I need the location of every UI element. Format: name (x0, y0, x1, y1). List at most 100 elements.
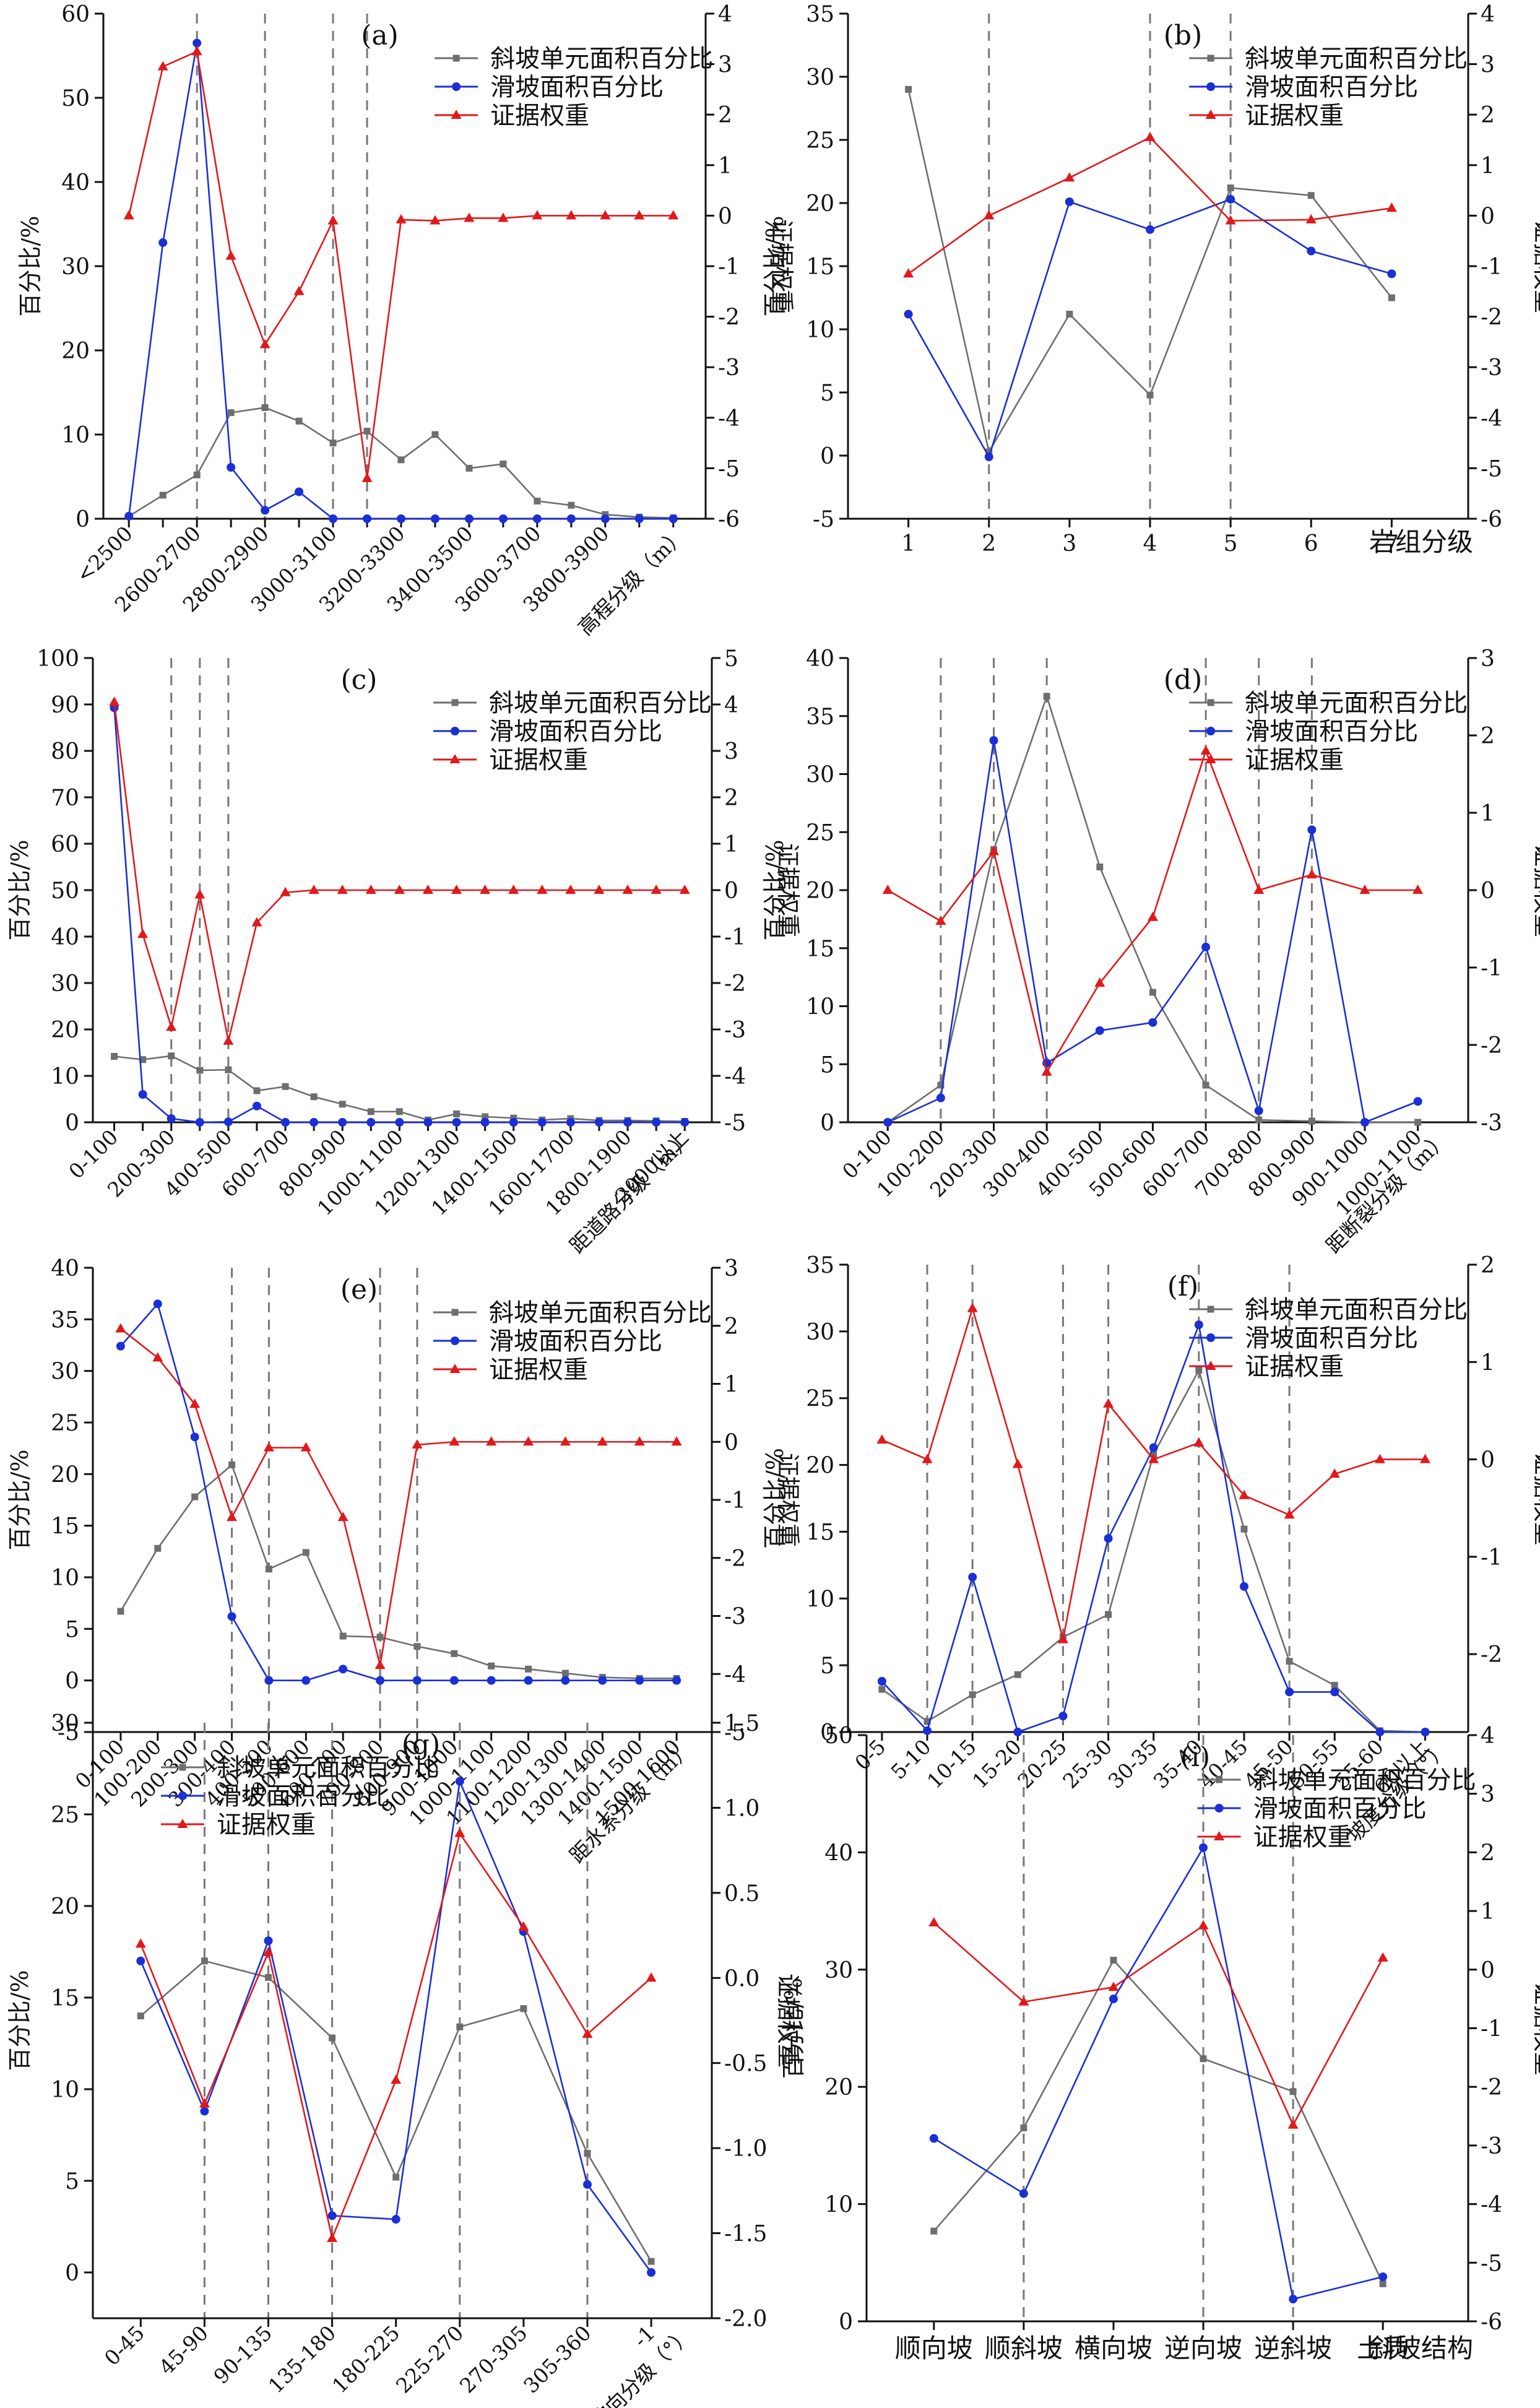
data-point-circle (1413, 1097, 1422, 1106)
data-point-circle (929, 2134, 938, 2143)
series-line-circle (933, 1845, 1383, 2300)
right-y-tick-label: 0 (1481, 1958, 1495, 1983)
data-point-triangle (137, 929, 149, 938)
legend-entry: 证据权重 (490, 102, 589, 130)
data-point-triangle (1148, 1453, 1159, 1463)
x-tick-label: 1 (901, 531, 915, 557)
data-point-circle (623, 1118, 633, 1127)
data-point-triangle (1094, 977, 1105, 987)
data-point-square (137, 2012, 144, 2020)
data-point-circle (1149, 1443, 1158, 1452)
x-tick-label: 10-15 (922, 1735, 981, 1793)
data-point-square (201, 1957, 208, 1965)
left-y-tick-label: 0 (820, 1111, 834, 1136)
right-y-tick-label: -1 (1481, 956, 1502, 981)
data-point-circle (561, 1676, 570, 1685)
left-y-axis-title: 百分比/% (761, 840, 789, 941)
data-point-circle (227, 1612, 236, 1621)
left-y-tick-label: 25 (806, 820, 834, 846)
left-y-axis-title: 百分比/% (780, 1978, 807, 2079)
right-y-tick-label: -1 (1481, 254, 1502, 280)
x-tick-label: 180-225 (327, 2321, 405, 2398)
left-y-tick-label: 30 (806, 1320, 834, 1345)
data-point-square (228, 1461, 236, 1468)
data-point-square (1202, 1081, 1209, 1089)
right-y-tick-label: -3 (1481, 2134, 1502, 2159)
panel-label: (c) (341, 664, 378, 696)
data-point-triangle (566, 210, 577, 220)
data-point-circle (1109, 1994, 1118, 2004)
left-y-tick-label: 15 (806, 1520, 834, 1545)
data-point-circle (264, 1676, 274, 1685)
left-y-tick-label: 40 (61, 170, 90, 196)
left-y-tick-label: 30 (61, 254, 90, 280)
data-point-circle (1065, 197, 1074, 206)
data-point-circle (1307, 246, 1316, 256)
left-y-tick-label: 100 (37, 646, 79, 672)
left-y-tick-label: 5 (820, 1653, 834, 1679)
data-point-square (367, 1108, 374, 1115)
data-point-circle (680, 1118, 690, 1127)
data-point-triangle (922, 1453, 933, 1463)
data-point-square (392, 2173, 400, 2181)
data-point-triangle (480, 885, 491, 894)
data-point-triangle (223, 1035, 234, 1045)
data-point-triangle (454, 1827, 465, 1837)
left-y-tick-label: 20 (806, 1453, 834, 1479)
data-point-circle (281, 1118, 290, 1127)
data-point-triangle (337, 885, 348, 894)
data-point-circle (883, 1118, 893, 1127)
data-point-square (431, 431, 439, 438)
left-y-tick-label: 35 (51, 1307, 79, 1333)
right-y-tick-label: 4 (724, 693, 738, 718)
data-point-circle (167, 1114, 176, 1123)
data-point-triangle (532, 210, 543, 220)
data-point-triangle (671, 1436, 682, 1446)
data-point-triangle (300, 1442, 311, 1452)
data-point-triangle (508, 885, 519, 894)
right-y-axis-title: 证据权重 (768, 219, 795, 313)
data-point-circle (672, 1676, 681, 1685)
legend-marker (179, 1764, 186, 1771)
data-point-triangle (152, 1352, 163, 1362)
data-point-circle (968, 1572, 977, 1582)
right-y-tick-label: 2 (718, 103, 732, 128)
data-point-circle (195, 1118, 204, 1127)
data-point-triangle (259, 339, 270, 349)
left-y-tick-label: 0 (65, 1111, 79, 1136)
data-point-triangle (123, 210, 134, 220)
legend-entry: 证据权重 (489, 746, 588, 774)
legend-marker (177, 1819, 188, 1828)
left-y-tick-label: 30 (806, 763, 834, 788)
right-y-tick-label: -3 (1481, 355, 1502, 381)
legend-entry: 证据权重 (1245, 746, 1344, 774)
legend-marker (1205, 110, 1216, 119)
data-point-triangle (1108, 1981, 1119, 1991)
data-point-triangle (374, 1660, 386, 1670)
x-tick-label: 25-30 (1058, 1735, 1117, 1793)
data-point-circle (936, 1093, 945, 1102)
data-point-square (261, 404, 269, 411)
data-point-circle (227, 463, 236, 472)
left-y-tick-label: 20 (51, 1018, 79, 1043)
left-y-tick-label: 20 (806, 191, 834, 217)
left-y-tick-label: 90 (51, 693, 79, 718)
data-point-triangle (263, 1442, 274, 1452)
data-point-square (310, 1093, 318, 1101)
data-point-square (1240, 1525, 1248, 1533)
right-y-axis-title: 证据权重 (774, 843, 802, 937)
right-y-tick-label: -2 (724, 971, 746, 997)
right-y-tick-label: -1.5 (724, 2222, 767, 2247)
left-y-tick-label: 25 (806, 128, 834, 154)
data-point-triangle (486, 1436, 497, 1446)
legend-entry: 滑坡面积百分比 (490, 73, 664, 102)
legend-entry: 斜坡单元面积百分比 (1245, 689, 1468, 717)
data-point-triangle (1284, 1509, 1295, 1519)
data-point-square (1020, 2124, 1027, 2131)
data-point-circle (647, 2268, 656, 2277)
right-y-tick-label: -4 (1481, 2193, 1502, 2218)
data-point-triangle (1200, 745, 1211, 755)
right-y-tick-label: 4 (1481, 2, 1495, 27)
data-point-square (265, 1973, 272, 1981)
data-point-circle (1330, 1687, 1339, 1697)
